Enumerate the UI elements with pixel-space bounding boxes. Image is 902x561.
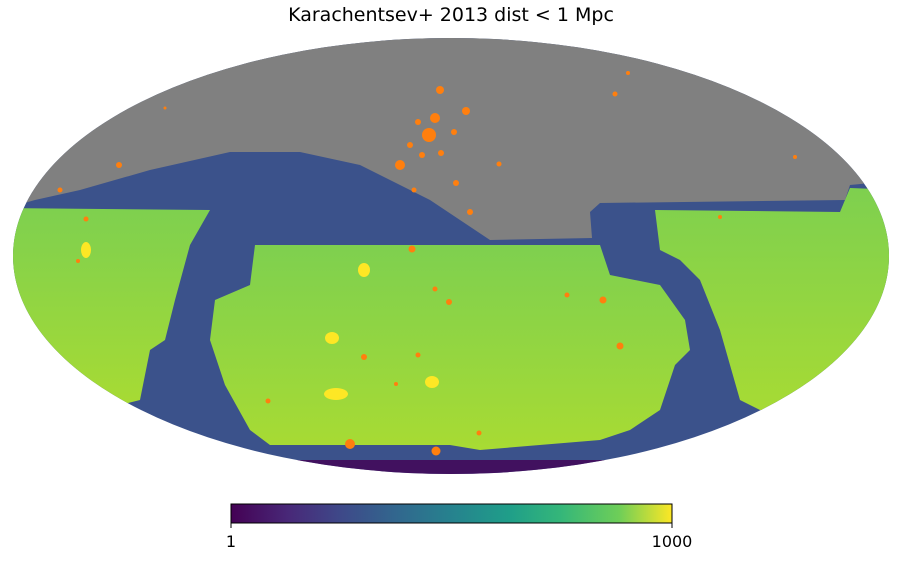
boundary xyxy=(13,460,889,474)
mollweide-projection xyxy=(13,38,889,474)
colorbar-tick-label: 1000 xyxy=(652,532,693,551)
colorbar-tick-label: 1 xyxy=(226,532,236,551)
colorbar xyxy=(230,503,673,524)
map-title: Karachentsev+ 2013 dist < 1 Mpc xyxy=(288,4,614,26)
bright-patches xyxy=(81,242,439,400)
unobserved-region xyxy=(13,38,889,240)
galaxies xyxy=(57,71,797,456)
